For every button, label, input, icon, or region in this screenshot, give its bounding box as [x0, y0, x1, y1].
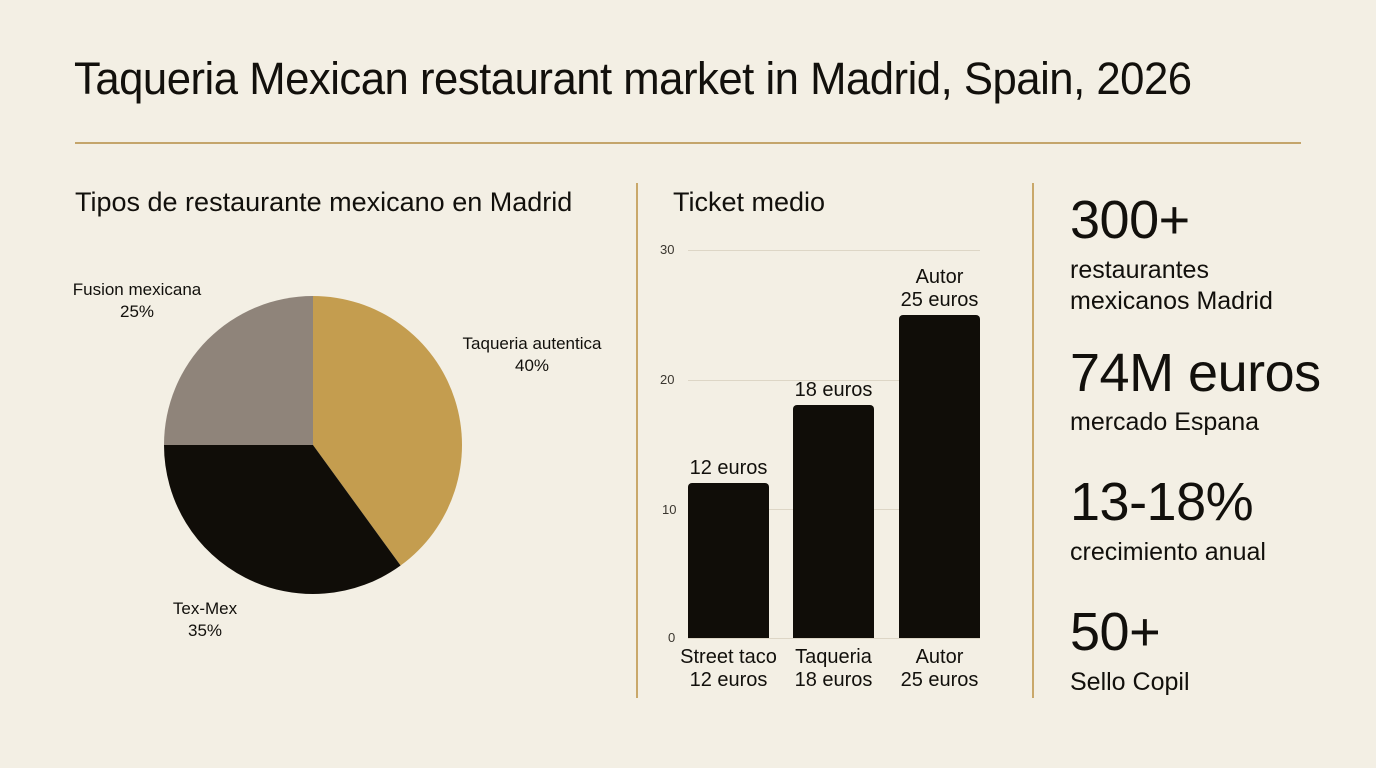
gridline-0 — [688, 638, 980, 639]
stat-value: 300+ — [1070, 190, 1190, 250]
title-divider — [75, 142, 1301, 144]
page-title: Taqueria Mexican restaurant market in Ma… — [74, 53, 1192, 104]
slice-label: Fusion mexicana — [72, 280, 202, 299]
bar-value-label: Autor 25 euros — [879, 266, 1000, 312]
stat-sello-copil: 50+ Sello Copil — [1070, 605, 1190, 698]
stat-value: 74M euros — [1070, 343, 1321, 403]
pie-slice-fusion-mexicana — [164, 296, 313, 445]
stat-market-size: 74M euros mercado Espana — [1070, 346, 1321, 438]
bar-value-label: 18 euros — [773, 379, 894, 402]
category-value: 12 euros — [689, 669, 768, 691]
slice-label: Tex-Mex — [172, 599, 238, 618]
bar-value-label: 12 euros — [668, 457, 789, 480]
stat-caption: mexicanos Madrid — [1070, 287, 1273, 315]
gridline-30 — [688, 250, 980, 251]
bar-value-text: 18 euros — [794, 379, 873, 402]
stat-caption: Sello Copil — [1070, 668, 1190, 696]
x-category-label: Taqueria 18 euros — [768, 646, 899, 692]
y-tick-0: 0 — [668, 630, 676, 645]
stat-value: 50+ — [1070, 602, 1161, 662]
bar-autor — [899, 314, 980, 638]
column-divider-left — [636, 183, 638, 698]
x-category-label: Autor 25 euros — [874, 646, 1005, 692]
slice-percent: 25% — [119, 302, 155, 321]
stat-restaurants: 300+ restaurantes mexicanos Madrid — [1070, 193, 1273, 317]
bar-value-label-top: Autor — [915, 265, 964, 288]
y-tick-20: 20 — [660, 372, 675, 387]
category-value: 18 euros — [794, 669, 873, 691]
category-name: Street taco — [680, 646, 777, 668]
x-category-label: Street taco 12 euros — [663, 646, 794, 692]
slice-label: Taqueria autentica — [462, 334, 602, 353]
pie-label-taqueria-autentica: Taqueria autentica 40% — [456, 333, 608, 377]
y-tick-10: 10 — [662, 502, 677, 517]
category-name: Autor — [915, 646, 964, 668]
y-tick-30: 30 — [660, 242, 675, 257]
pie-chart-title: Tipos de restaurante mexicano en Madrid — [75, 187, 573, 217]
stat-value: 13-18% — [1070, 472, 1254, 532]
pie-chart — [164, 296, 462, 594]
bar-value-text: 25 euros — [900, 288, 979, 311]
pie-label-fusion-mexicana: Fusion mexicana 25% — [62, 279, 212, 323]
category-name: Taqueria — [795, 646, 872, 668]
gridline-20 — [688, 380, 980, 381]
category-value: 25 euros — [900, 669, 979, 691]
bar-street-taco — [688, 482, 769, 638]
stat-caption: mercado Espana — [1070, 408, 1260, 436]
stat-caption: crecimiento anual — [1070, 538, 1266, 566]
stat-caption: restaurantes — [1070, 256, 1209, 284]
bar-taqueria — [793, 405, 874, 638]
pie-slice-tex-mex — [164, 445, 401, 594]
bar-value-text: 12 euros — [689, 456, 768, 479]
pie-slice-taqueria-autentica — [313, 296, 462, 566]
slice-percent: 40% — [514, 356, 550, 375]
stat-growth: 13-18% crecimiento anual — [1070, 475, 1266, 568]
pie-label-tex-mex: Tex-Mex 35% — [150, 598, 260, 642]
slice-percent: 35% — [187, 621, 223, 640]
bar-chart-title: Ticket medio — [673, 187, 826, 217]
column-divider-right — [1032, 183, 1034, 698]
